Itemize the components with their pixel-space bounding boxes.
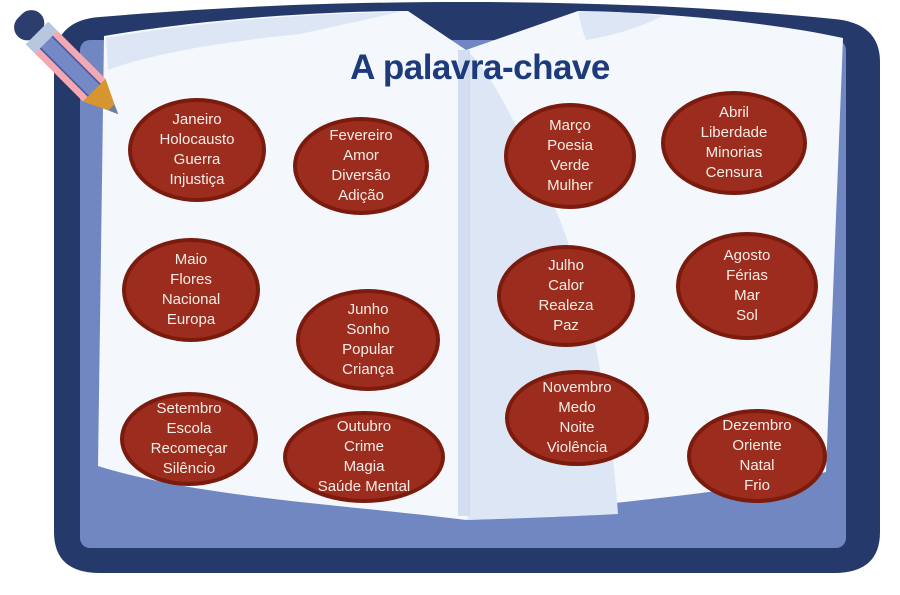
bubble-outubro: Outubro Crime Magia Saúde Mental	[283, 411, 445, 503]
bubble-word: Escola	[166, 420, 212, 437]
bubble-junho: Junho Sonho Popular Criança	[296, 289, 440, 391]
bubble-word: Guerra	[173, 151, 221, 168]
page-gutter	[458, 50, 470, 516]
bubble-janeiro: Janeiro Holocausto Guerra Injustiça	[128, 98, 266, 202]
bubble-word: Noite	[559, 419, 595, 436]
bubble-month: Setembro	[156, 400, 222, 417]
page-title: A palavra-chave	[350, 48, 610, 87]
bubble-word: Amor	[343, 147, 379, 164]
bubble-month: Fevereiro	[329, 127, 393, 144]
bubble-word: Injustiça	[169, 171, 225, 188]
bubble-month: Outubro	[336, 418, 392, 435]
bubble-word: Sol	[736, 307, 758, 324]
pencil-stripe	[40, 36, 100, 96]
bubble-word: Medo	[558, 399, 596, 416]
bubble-julho: Julho Calor Realeza Paz	[497, 245, 635, 347]
pencil-icon	[14, 10, 119, 115]
bubble-month: Março	[549, 117, 591, 134]
bubble-marco: Março Poesia Verde Mulher	[504, 103, 636, 209]
bubble-word: Natal	[739, 457, 775, 474]
bubble-word: Nacional	[161, 291, 221, 308]
bubble-word: Europa	[166, 311, 216, 328]
bubble-word: Realeza	[538, 297, 594, 314]
pencil-ferrule	[25, 21, 58, 54]
pencil-eraser	[14, 10, 45, 41]
bubble-word: Diversão	[331, 167, 391, 184]
bubble-word: Saúde Mental	[317, 478, 411, 495]
bubble-month: Janeiro	[172, 111, 222, 128]
bubble-month: Agosto	[723, 247, 771, 264]
bubble-word: Holocausto	[159, 131, 235, 148]
bubble-month: Dezembro	[722, 417, 792, 434]
bubble-word: Recomeçar	[150, 440, 228, 457]
page-shading-right-top	[578, 11, 662, 40]
bubble-word: Calor	[548, 277, 584, 294]
bubble-month: Maio	[174, 251, 208, 268]
bubble-word: Férias	[726, 267, 768, 284]
bubble-month: Novembro	[542, 379, 612, 396]
page-shading-left	[106, 12, 400, 70]
bubble-word: Violência	[546, 439, 608, 456]
bubble-word: Frio	[744, 477, 770, 494]
bubble-word: Criança	[342, 361, 394, 378]
bubble-word: Adição	[338, 187, 384, 204]
bubble-word: Popular	[342, 341, 394, 358]
bubble-word: Verde	[550, 157, 590, 174]
pencil-lead	[108, 104, 119, 115]
bubble-word: Mulher	[547, 177, 593, 194]
bubble-word: Liberdade	[700, 124, 768, 141]
bubble-word: Poesia	[547, 137, 593, 154]
bubble-word: Oriente	[732, 437, 782, 454]
bubble-dezembro: Dezembro Oriente Natal Frio	[687, 409, 827, 503]
pencil-stripe-line	[39, 47, 89, 97]
bubble-abril: Abril Liberdade Minorias Censura	[661, 91, 807, 195]
bubble-word: Crime	[344, 438, 384, 455]
bubble-word: Magia	[343, 458, 385, 475]
pencil-stripe-line	[51, 35, 101, 85]
bubble-word: Paz	[553, 317, 579, 334]
bubble-agosto: Agosto Férias Mar Sol	[676, 232, 818, 340]
bubble-month: Abril	[718, 104, 749, 121]
bubble-novembro: Novembro Medo Noite Violência	[505, 370, 649, 466]
pencil-wood	[82, 78, 115, 111]
bubble-month: Junho	[347, 301, 389, 318]
bubble-word: Flores	[170, 271, 212, 288]
bubble-word: Censura	[705, 164, 763, 181]
bubble-maio: Maio Flores Nacional Europa	[122, 238, 260, 342]
bubble-word: Minorias	[705, 144, 763, 161]
bubble-word: Silêncio	[162, 460, 216, 477]
bubble-fevereiro: Fevereiro Amor Diversão Adição	[293, 117, 429, 215]
bubble-word: Mar	[734, 287, 760, 304]
bubble-word: Sonho	[346, 321, 390, 338]
bubble-setembro: Setembro Escola Recomeçar Silêncio	[120, 392, 258, 486]
bubble-month: Julho	[548, 257, 584, 274]
